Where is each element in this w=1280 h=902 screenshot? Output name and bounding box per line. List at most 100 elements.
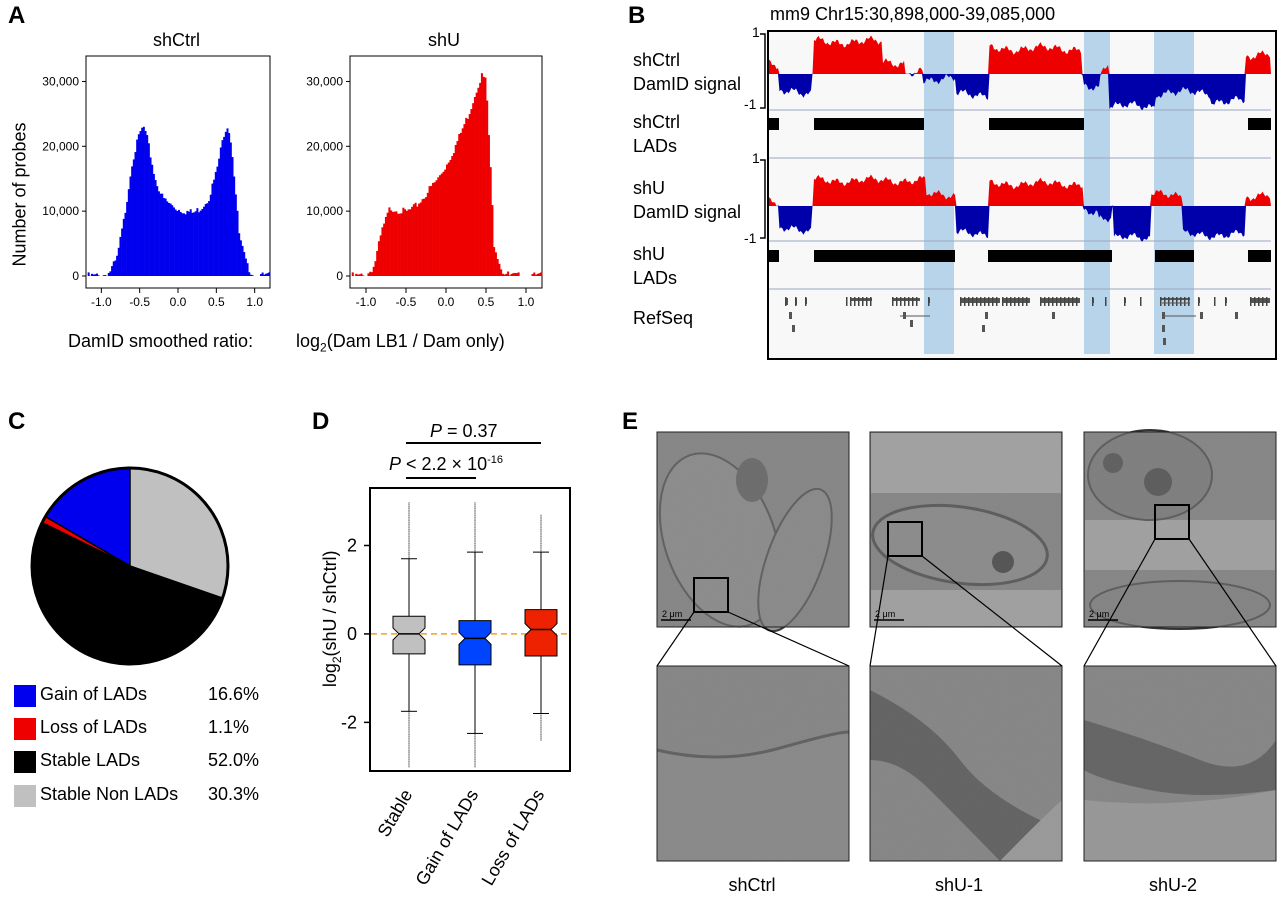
track-label-line1: shCtrl — [633, 50, 681, 70]
outlier-point — [540, 549, 542, 552]
p-value-bottom: P < 2.2 × 10-16 — [389, 454, 503, 475]
hist-right-bars — [351, 73, 543, 277]
refseq-exon — [1198, 297, 1200, 306]
outlier-point — [540, 537, 542, 540]
hist-left-bars — [87, 126, 271, 276]
outlier-point — [540, 548, 542, 550]
outlier-point — [474, 740, 476, 743]
hist-bar — [395, 211, 398, 276]
hist-bar — [226, 128, 229, 276]
hist-bar — [482, 76, 485, 276]
hist-bar — [500, 269, 503, 276]
hist-bar — [430, 185, 433, 276]
outlier-point — [474, 542, 476, 545]
legend-percent: 16.6% — [208, 684, 260, 704]
refseq-gene — [1002, 298, 1030, 303]
hist-bar — [191, 212, 194, 276]
outlier-point — [408, 721, 410, 724]
hist-bar — [465, 117, 468, 276]
refseq-gene — [892, 298, 920, 301]
hist-bar — [124, 212, 127, 276]
hist-bar — [136, 139, 139, 276]
x-tick-label: -1.0 — [356, 295, 377, 309]
refseq-exon — [795, 297, 797, 306]
hist-bar — [141, 127, 144, 276]
refseq-exon — [1188, 297, 1190, 306]
hist-bar — [147, 143, 150, 276]
em-zoom-image — [656, 665, 850, 862]
em-frame — [656, 431, 850, 628]
hist-bar — [107, 272, 110, 276]
hist-bar — [356, 274, 360, 276]
lad-bar-shctrl — [814, 118, 924, 130]
em-texture — [1084, 432, 1276, 627]
hist-bar — [540, 272, 543, 276]
hist-bar — [536, 273, 539, 276]
hist-bar — [360, 273, 363, 276]
track-label-line2: LADs — [633, 268, 678, 288]
p-letter: P — [389, 454, 402, 474]
hist-bar — [268, 272, 271, 276]
refseq-exon — [984, 297, 986, 306]
refseq-exon — [1172, 297, 1174, 306]
outlier-point — [408, 514, 410, 517]
outlier-point — [540, 719, 542, 722]
outlier-point — [474, 755, 476, 757]
legend-percent: 52.0% — [208, 750, 260, 770]
refseq-exon — [928, 297, 930, 306]
hist-bar — [489, 167, 492, 276]
refseq-exon — [1014, 297, 1016, 306]
outlier-point — [408, 762, 410, 764]
outlier-point — [408, 542, 410, 545]
outlier-point — [474, 544, 476, 547]
hist-bar — [129, 176, 132, 276]
hist-bar — [451, 156, 454, 276]
hist-bar — [454, 144, 457, 276]
y-tick-label: 0 — [336, 269, 343, 283]
hist-bar — [146, 135, 149, 276]
panel-letter-e: E — [622, 408, 639, 435]
hist-bar — [384, 216, 387, 276]
hist-bar — [228, 133, 231, 276]
p-text: < 2.2 × 10 — [401, 454, 488, 474]
refseq-exon — [896, 297, 898, 306]
hist-bar — [241, 245, 244, 276]
hist-bar — [216, 166, 219, 276]
outlier-point — [408, 509, 410, 511]
lad-bar-shu — [1155, 250, 1194, 262]
outlier-point — [474, 546, 476, 549]
hist-bar — [473, 96, 476, 277]
refseq-exon — [1262, 297, 1264, 306]
refseq-exon — [1164, 297, 1166, 306]
outlier-point — [474, 523, 476, 526]
outlier-point — [408, 716, 410, 718]
hist-bar — [439, 175, 442, 276]
hist-bar — [114, 260, 117, 276]
track-label-shu-lads: shU LADs — [633, 242, 677, 290]
hist-bar — [201, 208, 204, 276]
hist-bar — [367, 273, 370, 276]
track-label-line1: shCtrl — [633, 112, 681, 132]
refseq-exon — [908, 297, 910, 306]
hist-bar — [409, 209, 412, 276]
hist-bar — [355, 273, 358, 276]
panel-a-xlabel-formula: log2(Dam LB1 / Dam only) — [296, 331, 505, 355]
refseq-exon — [870, 297, 872, 306]
hist-bar — [477, 87, 480, 277]
hist-bar — [402, 207, 405, 276]
scale-bracket — [760, 33, 766, 109]
scale-bottom-1: -1 — [744, 96, 757, 112]
refseq-gene — [1162, 325, 1165, 332]
hist-bar — [181, 213, 184, 276]
refseq-exon — [1060, 297, 1062, 306]
hist-bar — [149, 157, 152, 276]
refseq-gene — [910, 320, 913, 327]
em-zoom-image — [869, 665, 1063, 862]
lad-bar-shctrl — [1248, 118, 1271, 130]
legend-label: Gain of LADs — [40, 684, 148, 704]
hist-bar — [189, 209, 192, 276]
x-tick-label: 0.0 — [438, 295, 455, 309]
em-zoom-image — [1083, 665, 1277, 862]
outlier-point — [408, 765, 410, 768]
